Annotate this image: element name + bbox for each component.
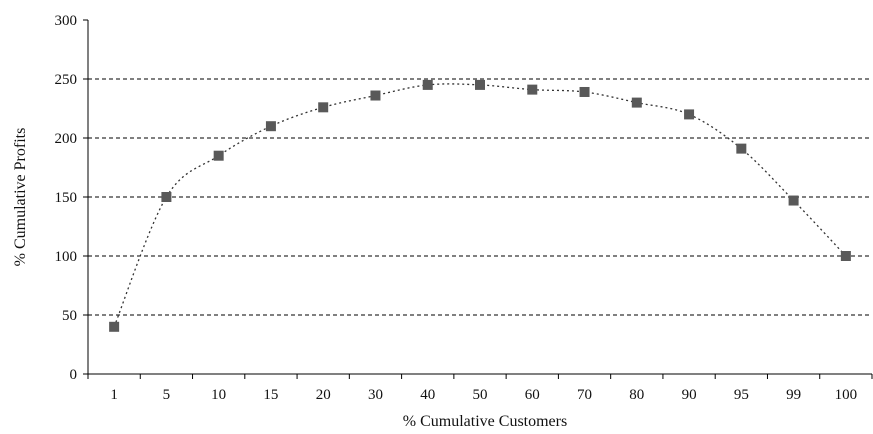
x-tick-label-99: 99 bbox=[786, 387, 801, 403]
data-point-20 bbox=[318, 102, 329, 113]
x-tick-labels: 1 5 10 15 20 30 40 50 60 70 80 90 95 99 100 bbox=[110, 387, 857, 403]
y-tick-label-0: 0 bbox=[70, 367, 78, 383]
data-markers bbox=[109, 79, 851, 332]
x-tick-label-60: 60 bbox=[525, 387, 540, 403]
data-point-99 bbox=[788, 195, 799, 206]
y-tick-label-100: 100 bbox=[55, 249, 78, 265]
x-tick-label-15: 15 bbox=[263, 387, 278, 403]
data-point-1 bbox=[109, 321, 120, 332]
y-axis-title: % Cumulative Profits bbox=[12, 128, 29, 267]
data-point-80 bbox=[631, 97, 642, 108]
y-tick-label-150: 150 bbox=[55, 190, 78, 206]
x-tick-label-5: 5 bbox=[163, 387, 171, 403]
data-point-10 bbox=[213, 150, 224, 161]
data-point-90 bbox=[684, 109, 695, 120]
data-point-50 bbox=[475, 79, 485, 90]
x-tick-label-95: 95 bbox=[734, 387, 749, 403]
data-point-60 bbox=[527, 84, 538, 95]
y-tick-label-50: 50 bbox=[62, 308, 77, 324]
x-tick-label-10: 10 bbox=[211, 387, 226, 403]
x-tick-label-40: 40 bbox=[420, 387, 435, 403]
x-tick-label-90: 90 bbox=[682, 387, 697, 403]
x-tick-label-30: 30 bbox=[368, 387, 383, 403]
data-point-30 bbox=[370, 90, 381, 101]
axes bbox=[83, 19, 873, 379]
x-tick-label-100: 100 bbox=[835, 387, 858, 403]
data-point-100 bbox=[840, 251, 851, 261]
data-point-95 bbox=[736, 143, 747, 154]
series-line bbox=[113, 83, 847, 328]
data-point-40 bbox=[422, 79, 433, 90]
data-point-5 bbox=[161, 192, 172, 202]
y-tick-label-200: 200 bbox=[55, 131, 78, 147]
y-tick-label-250: 250 bbox=[55, 72, 78, 88]
x-tick-label-70: 70 bbox=[577, 387, 592, 403]
data-point-70 bbox=[579, 86, 590, 97]
x-tick-label-50: 50 bbox=[473, 387, 488, 403]
x-tick-label-20: 20 bbox=[316, 387, 331, 403]
y-tick-label-300: 300 bbox=[55, 13, 78, 29]
y-tick-labels: 0 50 100 150 200 250 300 bbox=[55, 13, 78, 383]
x-tick-label-80: 80 bbox=[629, 387, 644, 403]
grid-lines bbox=[88, 78, 872, 316]
x-axis-title: % Cumulative Customers bbox=[403, 413, 567, 430]
x-tick-label-1: 1 bbox=[110, 387, 118, 403]
data-point-15 bbox=[265, 121, 276, 132]
